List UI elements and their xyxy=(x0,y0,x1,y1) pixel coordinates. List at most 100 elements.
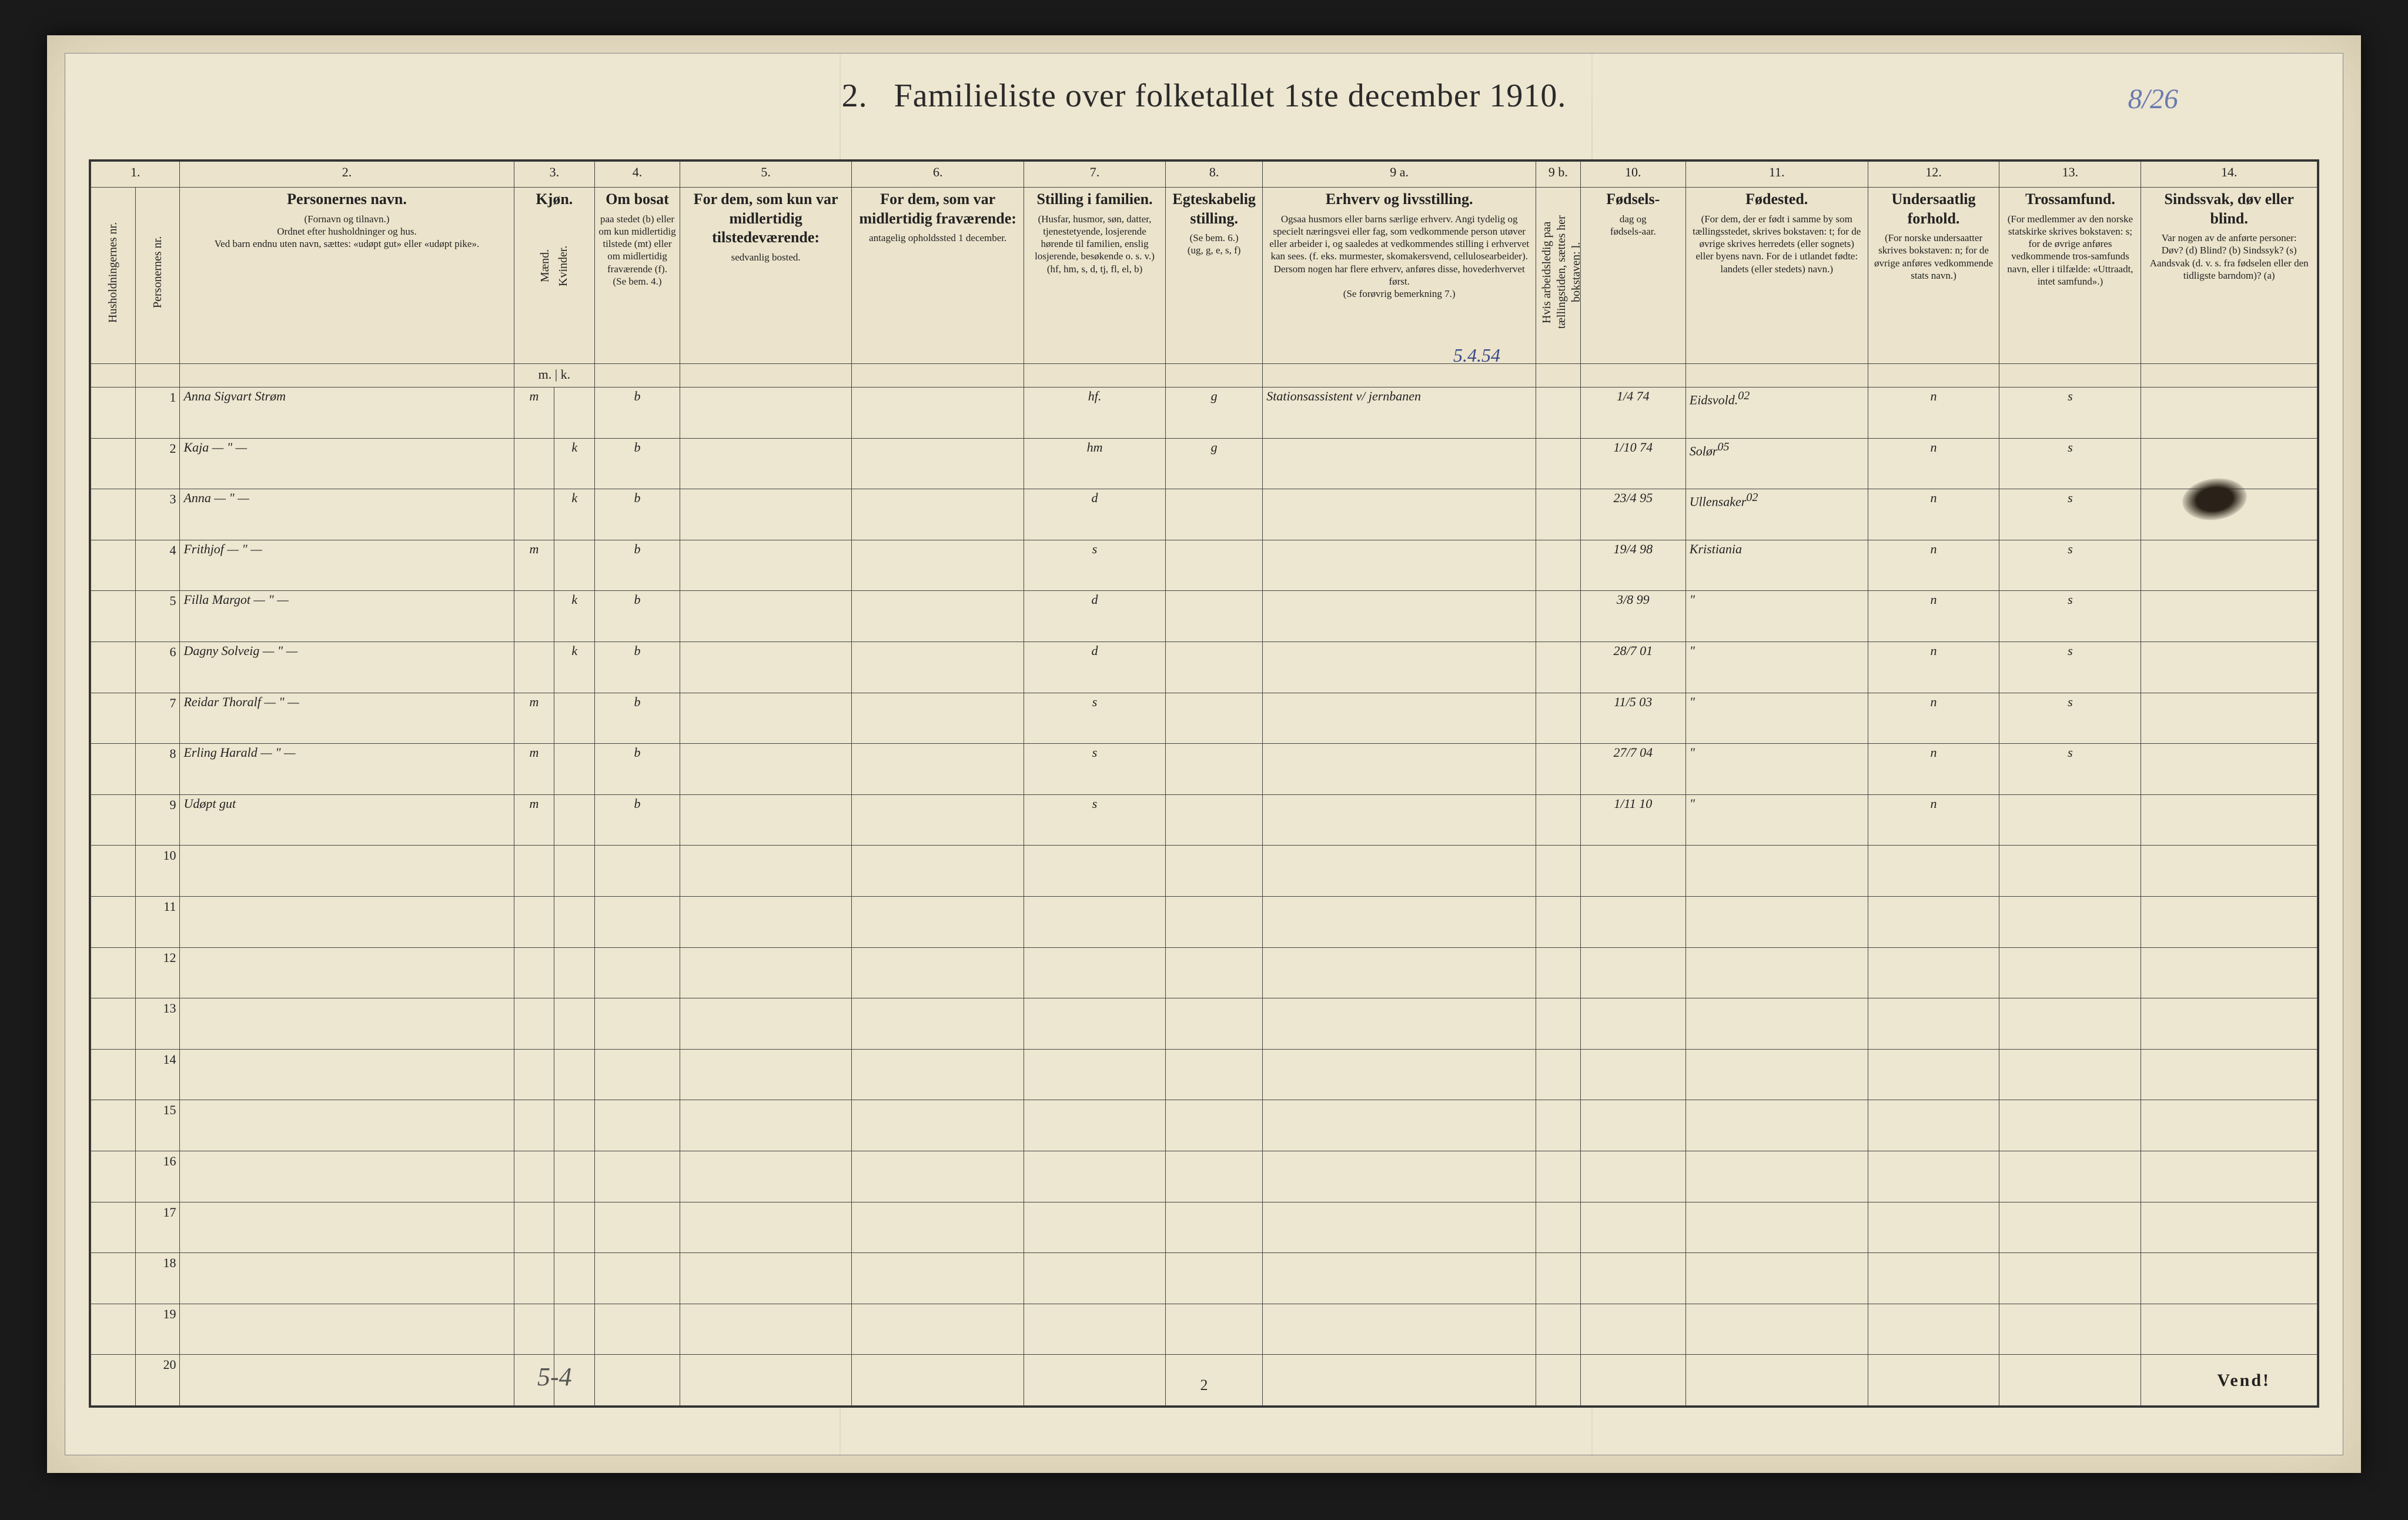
cell-occupation xyxy=(1263,438,1536,489)
cell-marital xyxy=(1166,540,1263,591)
empty-cell xyxy=(680,1253,852,1304)
empty-cell xyxy=(554,1253,595,1304)
household-nr xyxy=(91,998,136,1050)
empty-cell xyxy=(1166,846,1263,897)
hdr-occupation: Erhverv og livsstilling. Ogsaa husmors e… xyxy=(1263,188,1536,364)
title-number: 2. xyxy=(842,77,868,115)
cell-religion: s xyxy=(1999,438,2141,489)
cell-religion: s xyxy=(1999,693,2141,744)
cell-birthdate: 3/8 99 xyxy=(1580,591,1685,642)
cell-birthdate: 1/10 74 xyxy=(1580,438,1685,489)
empty-cell xyxy=(1263,846,1536,897)
cell-disability xyxy=(2141,744,2317,795)
cell-sex-m xyxy=(514,642,554,693)
empty-cell xyxy=(1580,896,1685,947)
cell-marital xyxy=(1166,794,1263,846)
cell-unemployed xyxy=(1536,489,1581,540)
empty-cell xyxy=(514,947,554,998)
cell-residence: b xyxy=(595,693,680,744)
hdr-household-nr: Husholdningernes nr. xyxy=(91,188,136,364)
table-row: 11 xyxy=(91,896,2317,947)
empty-cell xyxy=(1868,1355,1999,1406)
empty-cell xyxy=(514,846,554,897)
empty-cell xyxy=(1263,896,1536,947)
cell-name: Udøpt gut xyxy=(180,794,514,846)
empty-cell xyxy=(1580,1151,1685,1202)
empty-cell xyxy=(180,1304,514,1355)
cell-family-pos: d xyxy=(1024,642,1166,693)
cell-marital xyxy=(1166,489,1263,540)
table-row: 10 xyxy=(91,846,2317,897)
cell-birthplace: Eidsvold.02 xyxy=(1685,387,1868,439)
person-nr: 16 xyxy=(135,1151,180,1202)
empty-cell xyxy=(514,896,554,947)
household-nr xyxy=(91,438,136,489)
table-row: 7Reidar Thoralf — " —mbs11/5 03"ns xyxy=(91,693,2317,744)
empty-cell xyxy=(680,1304,852,1355)
empty-cell xyxy=(554,1202,595,1253)
empty-cell xyxy=(180,846,514,897)
cell-birthplace: Solør05 xyxy=(1685,438,1868,489)
empty-cell xyxy=(2141,1049,2317,1100)
empty-cell xyxy=(1999,1355,2141,1406)
colnum-10: 10. xyxy=(1580,162,1685,188)
cell-temp-present xyxy=(680,744,852,795)
person-nr: 10 xyxy=(135,846,180,897)
hdr-birthplace: Fødested. (For dem, der er født i samme … xyxy=(1685,188,1868,364)
empty-cell xyxy=(1685,947,1868,998)
household-nr xyxy=(91,896,136,947)
cell-disability xyxy=(2141,642,2317,693)
household-nr xyxy=(91,1100,136,1151)
empty-cell xyxy=(1263,1304,1536,1355)
empty-cell xyxy=(180,1100,514,1151)
empty-cell xyxy=(852,1355,1024,1406)
empty-cell xyxy=(852,998,1024,1050)
cell-family-pos: s xyxy=(1024,693,1166,744)
empty-cell xyxy=(1685,1100,1868,1151)
colnum-9b: 9 b. xyxy=(1536,162,1581,188)
colnum-8: 8. xyxy=(1166,162,1263,188)
cell-unemployed xyxy=(1536,642,1581,693)
column-header-row: Husholdningernes nr. Personernes nr. Per… xyxy=(91,188,2317,364)
empty-cell xyxy=(595,846,680,897)
person-nr: 14 xyxy=(135,1049,180,1100)
cell-temp-present xyxy=(680,794,852,846)
cell-temp-absent xyxy=(852,642,1024,693)
cell-nationality: n xyxy=(1868,642,1999,693)
cell-residence: b xyxy=(595,387,680,439)
cell-family-pos: hf. xyxy=(1024,387,1166,439)
colnum-3: 3. xyxy=(514,162,595,188)
cell-nationality: n xyxy=(1868,540,1999,591)
cell-religion: s xyxy=(1999,387,2141,439)
empty-cell xyxy=(554,896,595,947)
cell-nationality: n xyxy=(1868,794,1999,846)
table-row: 12 xyxy=(91,947,2317,998)
person-nr: 9 xyxy=(135,794,180,846)
cell-name: Dagny Solveig — " — xyxy=(180,642,514,693)
empty-cell xyxy=(514,1202,554,1253)
hdr-name: Personernes navn. (Fornavn og tilnavn.) … xyxy=(180,188,514,364)
empty-cell xyxy=(1999,1253,2141,1304)
household-nr xyxy=(91,794,136,846)
cell-temp-present xyxy=(680,438,852,489)
empty-cell xyxy=(595,896,680,947)
cell-sex-k: k xyxy=(554,438,595,489)
empty-cell xyxy=(852,1253,1024,1304)
cell-marital xyxy=(1166,744,1263,795)
cell-residence: b xyxy=(595,489,680,540)
colnum-11: 11. xyxy=(1685,162,1868,188)
cell-residence: b xyxy=(595,591,680,642)
empty-cell xyxy=(1868,998,1999,1050)
cell-occupation xyxy=(1263,693,1536,744)
cell-residence: b xyxy=(595,540,680,591)
cell-nationality: n xyxy=(1868,387,1999,439)
empty-cell xyxy=(1263,1253,1536,1304)
person-nr: 18 xyxy=(135,1253,180,1304)
empty-cell xyxy=(1024,896,1166,947)
household-nr xyxy=(91,387,136,439)
colnum-6: 6. xyxy=(852,162,1024,188)
cell-religion: s xyxy=(1999,489,2141,540)
cell-name: Filla Margot — " — xyxy=(180,591,514,642)
empty-cell xyxy=(1536,1049,1581,1100)
empty-cell xyxy=(554,1151,595,1202)
